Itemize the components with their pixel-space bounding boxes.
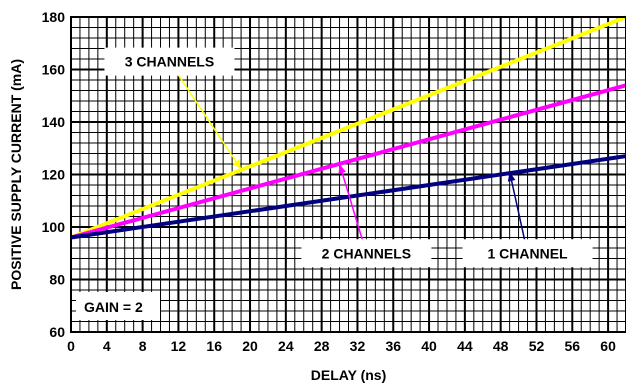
y-tick-label: 60	[49, 324, 65, 340]
x-tick-label: 60	[600, 338, 616, 354]
gain-label: GAIN = 2	[84, 299, 143, 315]
annotation-label-box	[104, 47, 235, 76]
annotation-arrowhead	[232, 159, 242, 170]
x-tick-label: 4	[103, 338, 111, 354]
x-tick-label: 40	[421, 338, 437, 354]
series-lines	[70, 15, 626, 240]
y-axis-title: POSITIVE SUPPLY CURRENT (mA)	[8, 59, 24, 290]
annotation-label-3: 1 CHANNEL	[487, 245, 568, 261]
x-tick-label: 24	[278, 338, 294, 354]
x-tick-label: 48	[493, 338, 509, 354]
annotations: 3 CHANNELS 2 CHANNELS 1 CHANNEL GAIN = 2	[76, 47, 593, 320]
x-tick-label: 52	[529, 338, 545, 354]
gain-label-box	[76, 292, 160, 320]
y-tick-label: 120	[42, 167, 66, 183]
y-tick-label: 160	[42, 62, 66, 78]
x-tick-label: 20	[242, 338, 258, 354]
x-tick-label: 0	[67, 338, 75, 354]
x-tick-label: 8	[139, 338, 147, 354]
y-tick-label: 100	[42, 219, 66, 235]
x-axis-title: DELAY (ns)	[311, 367, 386, 383]
annotation-label-1: 3 CHANNELS	[125, 54, 214, 70]
series-line-3	[70, 154, 626, 240]
annotation-label-box	[301, 239, 432, 268]
x-tick-label: 32	[350, 338, 366, 354]
x-tick-labels: 0 4 8 12 16 20 24 28 32 36 40 44 48 52 56 60	[67, 338, 616, 354]
x-tick-label: 12	[171, 338, 187, 354]
x-tick-label: 44	[457, 338, 473, 354]
series-line-1	[70, 15, 626, 240]
x-tick-label: 16	[206, 338, 222, 354]
annotation-arrowhead	[507, 171, 516, 182]
annotation-leader	[338, 163, 368, 254]
annotation-arrowhead	[338, 164, 346, 174]
annotation-label-box	[462, 239, 593, 268]
annotation-leader	[168, 61, 242, 170]
x-tick-label: 56	[565, 338, 581, 354]
y-tick-labels: 60 80 100 120 140 160 180	[42, 9, 66, 340]
series-line-2	[70, 83, 626, 240]
y-tick-label: 180	[42, 9, 66, 25]
x-tick-label: 36	[385, 338, 401, 354]
plot-frame	[70, 16, 626, 333]
y-tick-label: 80	[49, 272, 65, 288]
annotation-label-2: 2 CHANNELS	[322, 245, 411, 261]
x-tick-label: 28	[314, 338, 330, 354]
y-tick-label: 140	[42, 114, 66, 130]
